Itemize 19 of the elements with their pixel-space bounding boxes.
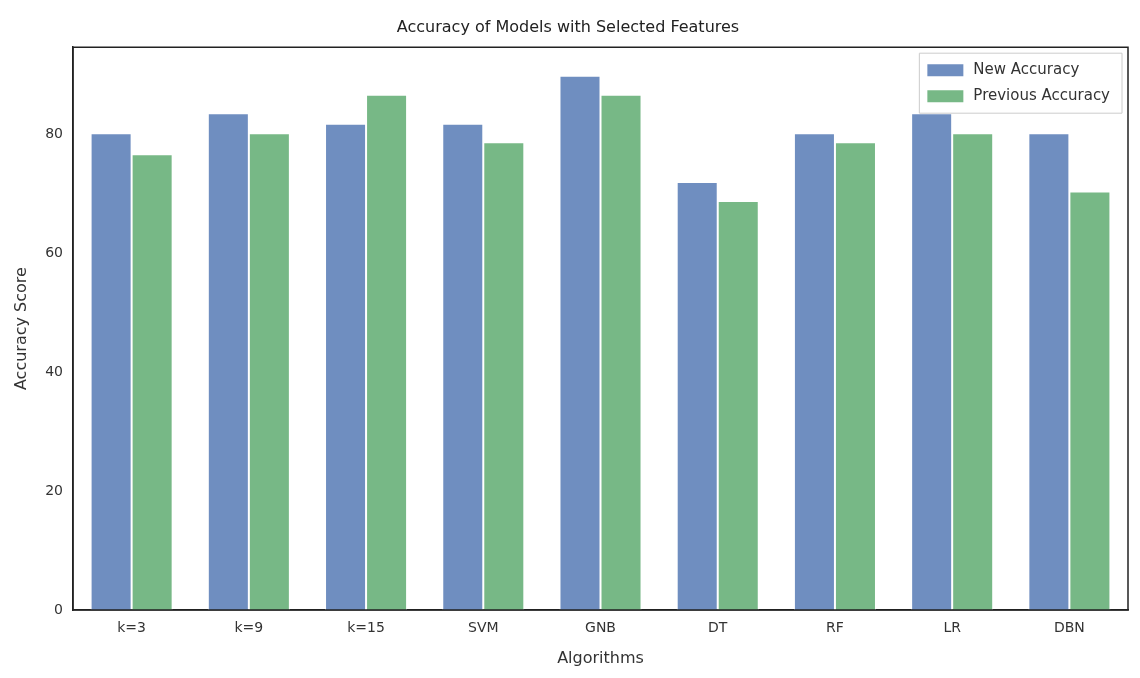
x-axis-title: Algorithms xyxy=(557,647,644,667)
x-tick-label: RF xyxy=(826,619,844,636)
y-tick-label: 60 xyxy=(45,244,64,261)
x-tick-label: DBN xyxy=(1053,619,1085,636)
x-tick-label: DT xyxy=(708,619,728,636)
legend-label: New Accuracy xyxy=(973,60,1080,79)
x-tick-label: LR xyxy=(943,619,962,636)
chart-title: Accuracy of Models with Selected Features xyxy=(396,16,740,36)
y-tick-label: 40 xyxy=(45,362,64,379)
y-tick-label: 20 xyxy=(45,481,64,498)
y-tick-label: 0 xyxy=(54,600,64,617)
y-tick-label: 80 xyxy=(45,125,64,142)
legend-label: Previous Accuracy xyxy=(973,86,1111,105)
y-axis-title: Accuracy Score xyxy=(10,267,30,391)
x-tick-label: SVM xyxy=(468,619,499,636)
x-tick-label: k=3 xyxy=(117,619,146,636)
x-tick-label: GNB xyxy=(585,619,616,636)
x-tick-label: k=15 xyxy=(347,619,385,636)
x-tick-label: k=9 xyxy=(234,619,264,636)
